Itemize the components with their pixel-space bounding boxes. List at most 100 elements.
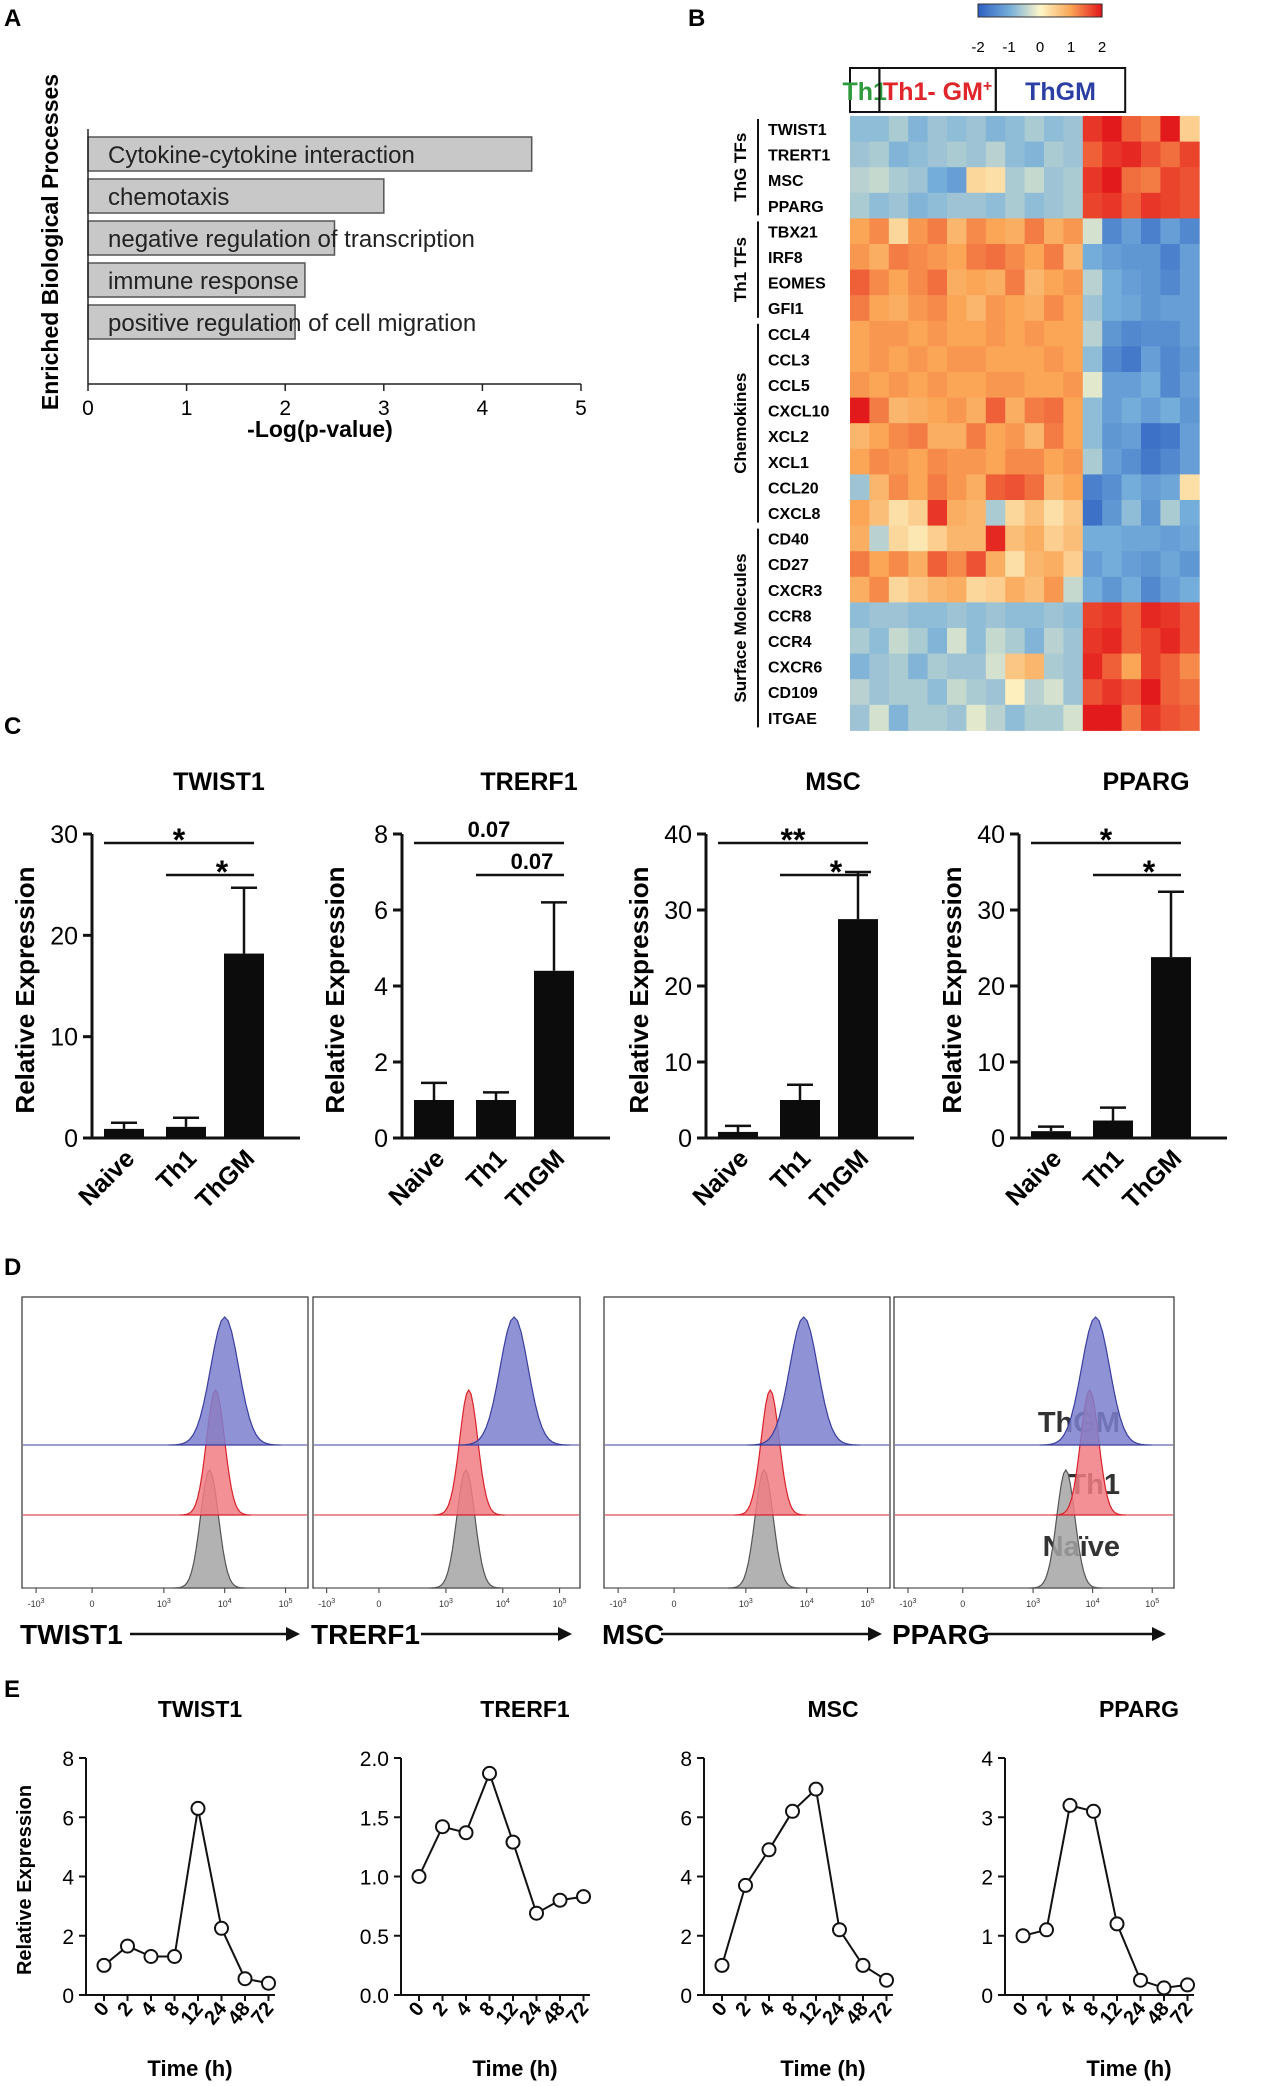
colorbar-segment — [1096, 4, 1099, 17]
heatmap-cell-ccl20 — [927, 474, 948, 501]
heatmap-cell-cxcl8 — [1082, 500, 1103, 527]
heatmap-cell-irf8 — [1179, 244, 1200, 271]
heatmap-cell-eomes — [850, 269, 870, 296]
colorbar-tick: 1 — [1067, 39, 1075, 56]
heatmap-cell-xcl2 — [1179, 423, 1200, 450]
heatmap-cell-cxcl8 — [966, 500, 987, 527]
heatmap-cell-twist1 — [1141, 116, 1161, 143]
heatmap-cell-ccr8 — [966, 602, 987, 629]
x-tick-label: 0 — [82, 397, 94, 420]
heatmap-cell-ccl5 — [850, 372, 870, 399]
heatmap-cell-xcl1 — [1005, 448, 1026, 475]
heatmap-cell-ccl3 — [1005, 346, 1026, 373]
colorbar-segment — [1066, 4, 1069, 17]
heatmap-cell-ccl4 — [850, 320, 870, 347]
heatmap-cell-ccl5 — [888, 372, 909, 399]
heatmap-cell-cd109 — [947, 679, 967, 706]
heatmap-cell-ccr4 — [1121, 628, 1142, 655]
heatmap-cell-cxcr3 — [966, 576, 987, 603]
y-tick-label: 30 — [977, 897, 1005, 925]
heatmap-cell-ccl4 — [927, 320, 948, 347]
y-tick-label: 6 — [62, 1807, 74, 1830]
axis-tick-label: 103 — [739, 1598, 753, 1609]
heatmap-cell-cd109 — [1102, 679, 1123, 706]
x-axis-label: Time (h) — [147, 2056, 232, 2081]
bar-chart-twist1: TWIST1 Relative Expression 0 10 20 30 Naive Th1… — [10, 768, 300, 1214]
colorbar-segment — [1030, 4, 1033, 17]
heatmap-cell-pparg — [966, 192, 987, 219]
colorbar-segment — [1004, 4, 1007, 17]
heatmap-cell-xcl2 — [1082, 423, 1103, 450]
heatmap-cell-ccr4 — [1160, 628, 1181, 655]
x-tick-label: 0 — [708, 1998, 732, 2021]
heatmap-cell-xcl1 — [1082, 448, 1103, 475]
heatmap-cell-cd27 — [1024, 551, 1045, 578]
heatmap-cell-ccl4 — [1024, 320, 1045, 347]
y-axis-label: Relative Expression — [320, 866, 350, 1113]
heatmap-cell-ccl20 — [1141, 474, 1161, 501]
row-label-ccl4: CCL4 — [768, 327, 810, 344]
heatmap-cell-cd109 — [1063, 679, 1084, 706]
chart-title: TWIST1 — [173, 768, 265, 796]
heatmap-cell-cd40 — [985, 525, 1006, 552]
heatmap-cell-cxcl8 — [1102, 500, 1123, 527]
heatmap-cell-ccr8 — [1082, 602, 1103, 629]
heatmap-cell-cd40 — [1141, 525, 1161, 552]
axis-tick-label: 105 — [553, 1598, 567, 1609]
heatmap-cell-cxcl10 — [869, 397, 890, 424]
heatmap-cell-irf8 — [1160, 244, 1181, 271]
row-label-ccr4: CCR4 — [768, 634, 812, 651]
heatmap-cell-cd27 — [1044, 551, 1064, 578]
colorbar-segment — [1032, 4, 1035, 17]
histogram-peak-thgm — [747, 1316, 860, 1446]
heatmap-cell-irf8 — [1102, 244, 1123, 271]
y-tick-label: 1.5 — [360, 1807, 389, 1830]
significance-label: * — [830, 854, 843, 890]
heatmap-cell-twist1 — [1121, 116, 1142, 143]
heatmap-cell-trert1 — [1179, 141, 1200, 168]
heatmap-cell-msc — [850, 167, 870, 194]
heatmap-cell-tbx21 — [1102, 218, 1123, 245]
chart-title: TWIST1 — [158, 1696, 243, 1722]
bar-chemotaxis — [87, 178, 385, 214]
bar-label-negative-regulation-of-transcription: negative regulation of transcription — [108, 226, 475, 253]
axis-tick-exponent: 5 — [289, 1598, 293, 1605]
heatmap-cell-irf8 — [869, 244, 890, 271]
panel-d-histograms: ThGM Th1 Naïve -1030103104105TWIST1-1030… — [20, 1296, 1175, 1650]
heatmap-cell-cxcl10 — [966, 397, 987, 424]
x-tick-label: Naive — [383, 1144, 450, 1211]
histogram-axis: -103 0 103 104 105 — [22, 1587, 308, 1609]
colorbar-segment — [998, 4, 1001, 17]
heatmap-cell-xcl1 — [1160, 448, 1181, 475]
row-label-xcl2: XCL2 — [768, 429, 809, 446]
heatmap-cell-pparg — [850, 192, 870, 219]
colorbar-segment — [1094, 4, 1097, 17]
heatmap-cell-xcl1 — [869, 448, 890, 475]
colorbar-tick: -1 — [1002, 39, 1015, 56]
heatmap-cell-eomes — [1141, 269, 1161, 296]
colorbar-segment — [1012, 4, 1015, 17]
heatmap-cell-xcl1 — [1024, 448, 1045, 475]
row-label-ccl20: CCL20 — [768, 480, 819, 497]
heatmap-cell-cxcr3 — [1179, 576, 1200, 603]
y-tick-label: 0 — [374, 1125, 388, 1153]
heatmap-cell-ccr4 — [1063, 628, 1084, 655]
axis-tick-label: 105 — [861, 1598, 875, 1609]
heatmap-cell-cd109 — [1082, 679, 1103, 706]
heatmap-cell-eomes — [1005, 269, 1026, 296]
heatmap-cell-tbx21 — [947, 218, 967, 245]
colorbar-segment — [1060, 4, 1063, 17]
heatmap-cell-itgae — [1102, 704, 1123, 731]
row-group-label-th1-tfs: Th1 TFs — [731, 237, 750, 302]
row-label-trert1: TRERT1 — [768, 148, 830, 165]
heatmap-cell-twist1 — [1082, 116, 1103, 143]
heatmap-cell-cxcr6 — [1005, 653, 1026, 680]
x-tick-label: Naive — [73, 1144, 140, 1211]
heatmap-cell-cxcr3 — [1063, 576, 1084, 603]
bar-label-positive-regulation-of-cell-migration: positive regulation of cell migration — [108, 310, 476, 337]
data-point-24h — [214, 1920, 229, 1936]
x-axis-label: Time (h) — [1086, 2056, 1171, 2081]
heatmap-cell-ccl3 — [947, 346, 967, 373]
